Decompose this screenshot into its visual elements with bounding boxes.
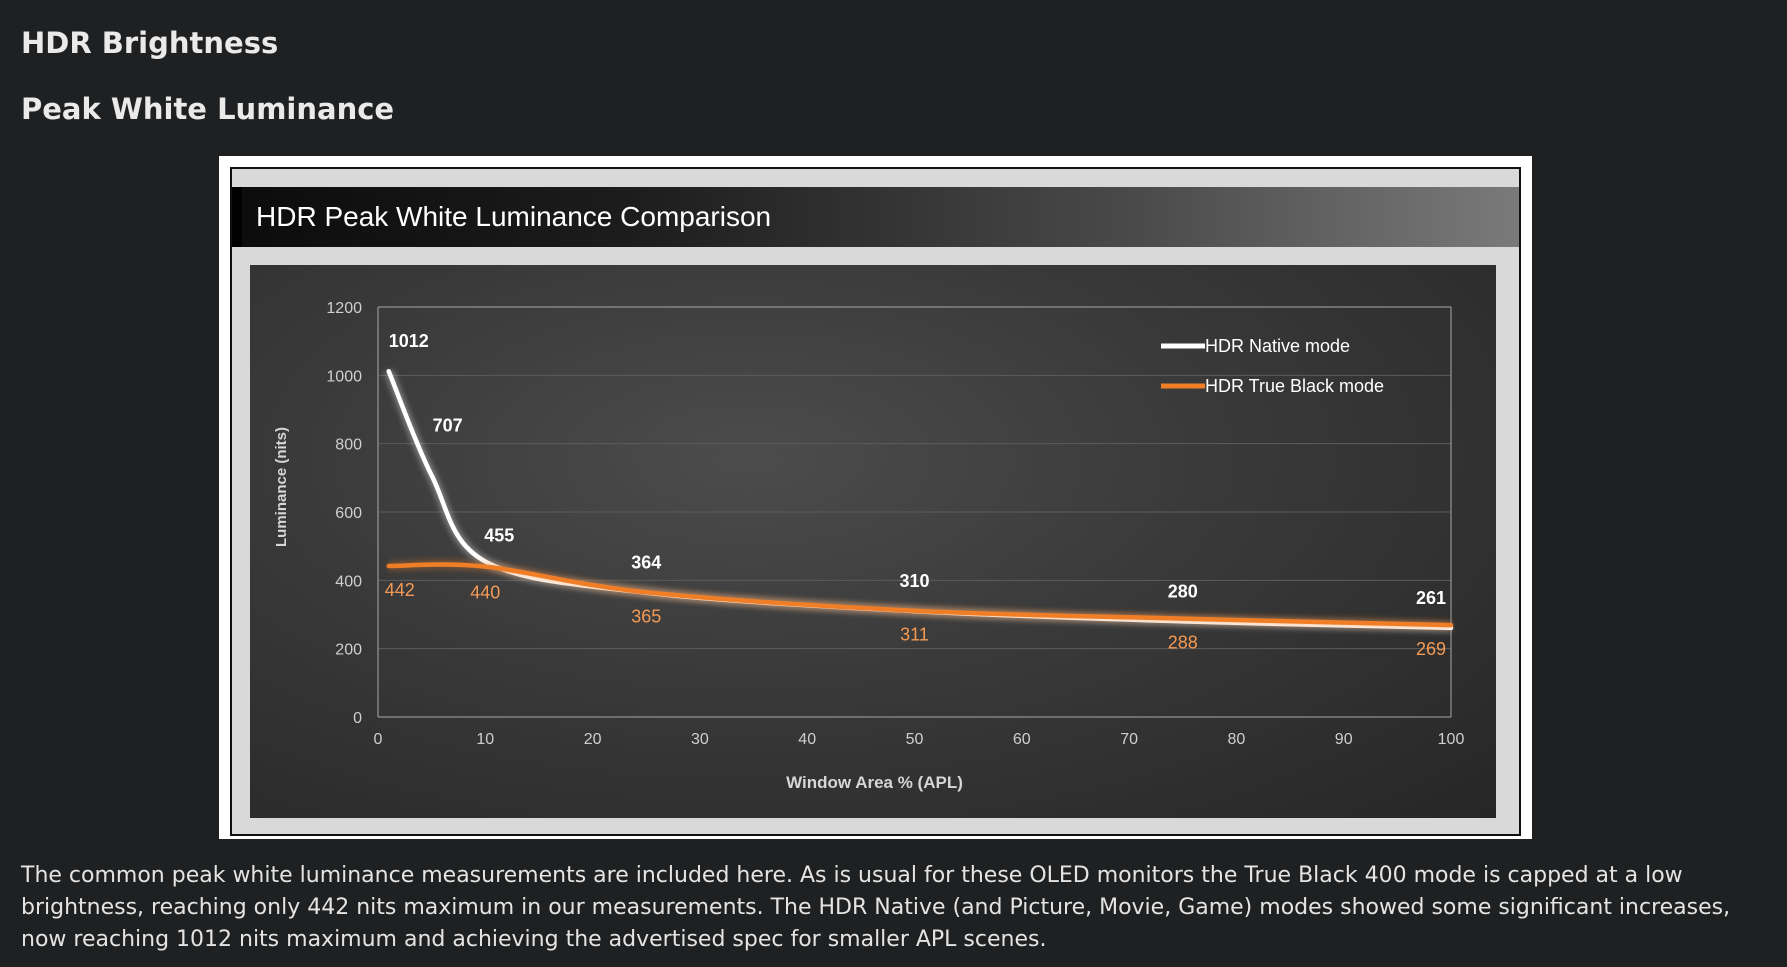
x-tick-label: 100: [1438, 731, 1465, 748]
chart-title-bar: HDR Peak White Luminance Comparison: [232, 187, 1519, 247]
x-tick-label: 40: [798, 731, 816, 748]
native-data-label: 364: [631, 553, 661, 573]
trueblack-data-label: 288: [1168, 633, 1198, 653]
x-tick-label: 90: [1335, 731, 1353, 748]
series-line: [386, 562, 1454, 628]
y-tick-label: 1200: [326, 300, 362, 317]
legend-label: HDR Native mode: [1205, 336, 1350, 356]
native-data-label: 261: [1416, 588, 1446, 608]
native-data-label: 707: [433, 415, 463, 435]
trueblack-data-label: 442: [385, 580, 415, 600]
x-tick-label: 30: [691, 731, 709, 748]
native-data-label: 280: [1168, 581, 1198, 601]
y-tick-label: 600: [335, 505, 362, 522]
x-tick-label: 70: [1120, 731, 1138, 748]
x-tick-label: 20: [584, 731, 602, 748]
y-tick-label: 400: [335, 573, 362, 590]
x-tick-label: 50: [906, 731, 924, 748]
y-tick-label: 0: [353, 710, 362, 727]
x-tick-label: 0: [374, 731, 383, 748]
x-tick-label: 60: [1013, 731, 1031, 748]
native-data-label: 455: [484, 526, 514, 546]
x-axis-label: Window Area % (APL): [786, 773, 963, 792]
trueblack-data-label: 269: [1416, 639, 1446, 659]
x-tick-label: 80: [1228, 731, 1246, 748]
y-tick-label: 800: [335, 437, 362, 454]
chart-title: HDR Peak White Luminance Comparison: [256, 201, 772, 232]
y-axis-label: Luminance (nits): [273, 427, 290, 547]
trueblack-data-label: 365: [631, 606, 661, 626]
subsection-heading: Peak White Luminance: [21, 92, 395, 126]
native-data-label: 310: [899, 571, 929, 591]
trueblack-data-label: 311: [900, 625, 929, 645]
trueblack-data-label: 440: [470, 583, 500, 603]
y-tick-label: 200: [335, 642, 362, 659]
native-data-label: 1012: [389, 331, 429, 351]
legend-label: HDR True Black mode: [1205, 376, 1384, 396]
y-tick-label: 1000: [326, 368, 362, 385]
article-paragraph: The common peak white luminance measurem…: [21, 863, 1731, 952]
section-heading: HDR Brightness: [21, 26, 279, 60]
x-tick-label: 10: [476, 731, 494, 748]
